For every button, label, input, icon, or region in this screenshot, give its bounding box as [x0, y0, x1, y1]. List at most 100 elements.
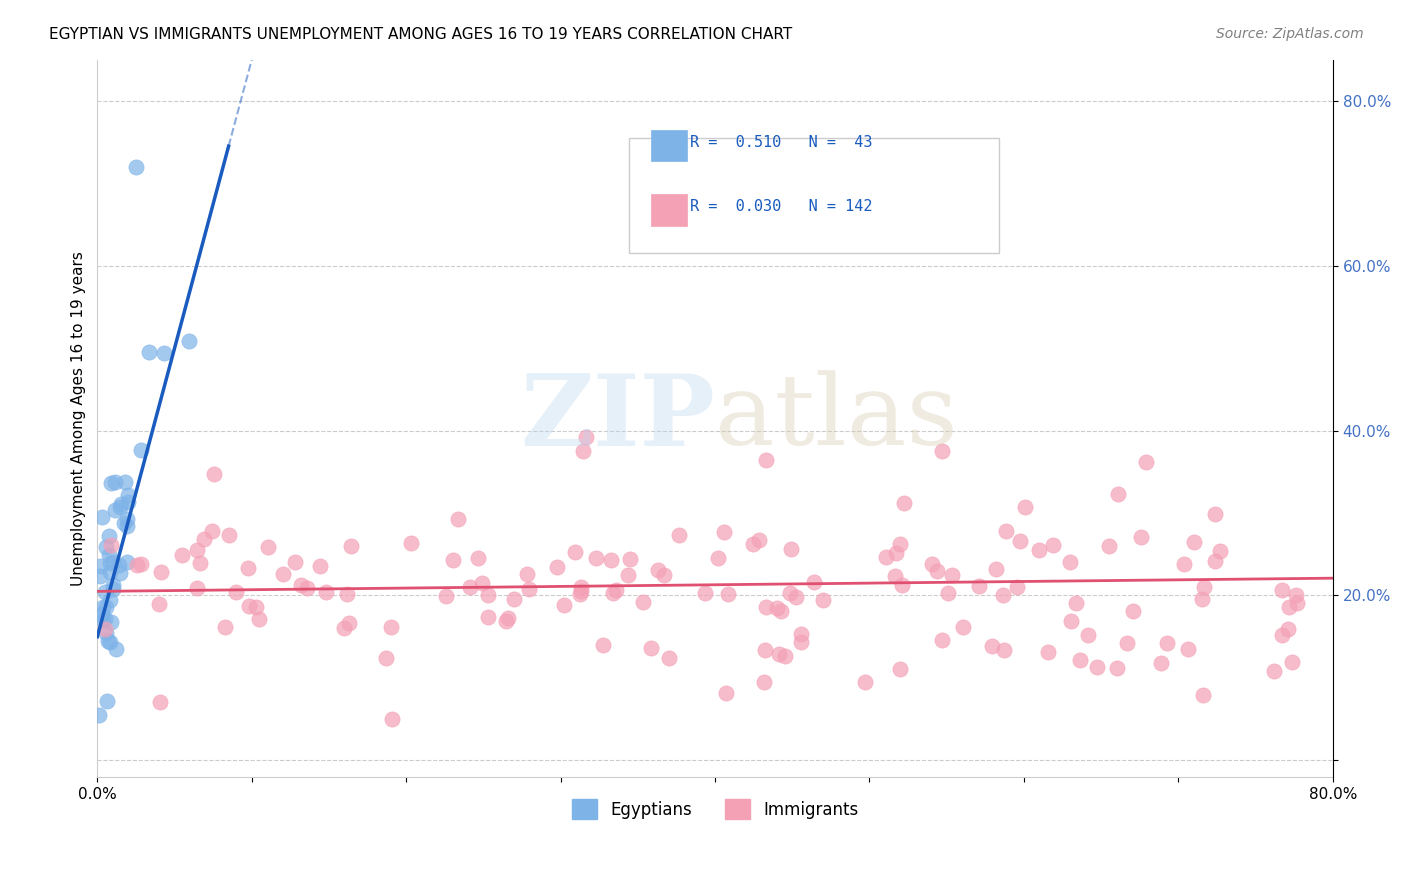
Immigrants	[290, 578, 312, 592]
Text: EGYPTIAN VS IMMIGRANTS UNEMPLOYMENT AMONG AGES 16 TO 19 YEARS CORRELATION CHART: EGYPTIAN VS IMMIGRANTS UNEMPLOYMENT AMON…	[49, 27, 793, 42]
Immigrants	[380, 620, 402, 634]
Immigrants	[1036, 645, 1059, 659]
Text: atlas: atlas	[716, 370, 957, 467]
Immigrants	[257, 540, 280, 554]
Egyptians	[101, 555, 124, 569]
Immigrants	[893, 495, 915, 509]
Egyptians	[104, 642, 127, 657]
Immigrants	[1107, 487, 1129, 501]
Immigrants	[853, 675, 876, 690]
Text: R =  0.510   N =  43: R = 0.510 N = 43	[690, 135, 873, 150]
Egyptians	[96, 599, 118, 614]
Immigrants	[1285, 588, 1308, 602]
Immigrants	[1008, 534, 1031, 549]
Text: ZIP: ZIP	[520, 369, 716, 467]
Egyptians	[98, 635, 121, 649]
Immigrants	[1098, 539, 1121, 553]
Immigrants	[941, 568, 963, 582]
Immigrants	[447, 512, 470, 526]
Immigrants	[585, 550, 607, 565]
Immigrants	[1059, 555, 1081, 569]
Immigrants	[785, 590, 807, 604]
Immigrants	[332, 621, 354, 635]
Immigrants	[284, 556, 307, 570]
Immigrants	[647, 563, 669, 577]
Y-axis label: Unemployment Among Ages 16 to 19 years: Unemployment Among Ages 16 to 19 years	[72, 251, 86, 586]
Egyptians	[98, 548, 121, 562]
Egyptians	[108, 558, 131, 572]
Immigrants	[790, 635, 813, 649]
Immigrants	[1271, 628, 1294, 642]
Immigrants	[921, 557, 943, 571]
Immigrants	[1192, 580, 1215, 594]
Immigrants	[1192, 688, 1215, 702]
Immigrants	[769, 604, 792, 618]
Immigrants	[991, 587, 1014, 601]
Immigrants	[458, 580, 481, 594]
Egyptians	[100, 592, 122, 607]
Immigrants	[477, 609, 499, 624]
Immigrants	[467, 551, 489, 566]
Immigrants	[100, 538, 122, 552]
Egyptians	[101, 582, 124, 597]
Egyptians	[89, 569, 111, 583]
Immigrants	[742, 537, 765, 551]
Egyptians	[94, 585, 117, 599]
Immigrants	[202, 467, 225, 482]
Egyptians	[100, 476, 122, 491]
Immigrants	[884, 546, 907, 560]
Immigrants	[236, 561, 259, 575]
Egyptians	[108, 566, 131, 580]
Immigrants	[1005, 581, 1028, 595]
Immigrants	[993, 642, 1015, 657]
Immigrants	[931, 632, 953, 647]
Immigrants	[984, 562, 1007, 576]
Immigrants	[337, 616, 360, 631]
Immigrants	[434, 589, 457, 603]
Egyptians	[117, 495, 139, 509]
Immigrants	[546, 559, 568, 574]
Immigrants	[754, 642, 776, 657]
Immigrants	[752, 675, 775, 690]
Immigrants	[94, 622, 117, 636]
Immigrants	[1105, 660, 1128, 674]
Immigrants	[889, 537, 911, 551]
Immigrants	[149, 694, 172, 708]
Egyptians	[98, 556, 121, 570]
Immigrants	[668, 528, 690, 542]
Immigrants	[1069, 653, 1091, 667]
Immigrants	[1182, 535, 1205, 549]
Immigrants	[568, 587, 591, 601]
Immigrants	[1116, 636, 1139, 650]
Immigrants	[1060, 614, 1083, 628]
Egyptians	[96, 626, 118, 640]
Immigrants	[495, 614, 517, 628]
Immigrants	[889, 661, 911, 675]
Immigrants	[640, 641, 662, 656]
Immigrants	[1286, 596, 1309, 610]
Immigrants	[188, 556, 211, 570]
Immigrants	[768, 648, 790, 662]
Immigrants	[441, 553, 464, 567]
Immigrants	[748, 533, 770, 548]
Immigrants	[927, 564, 949, 578]
Immigrants	[575, 429, 598, 443]
Egyptians	[110, 497, 132, 511]
Immigrants	[600, 553, 623, 567]
Immigrants	[605, 582, 627, 597]
Egyptians	[125, 160, 148, 174]
Text: R =  0.030   N = 142: R = 0.030 N = 142	[690, 199, 873, 214]
Immigrants	[1173, 557, 1195, 571]
Egyptians	[115, 555, 138, 569]
Immigrants	[1204, 553, 1226, 567]
Text: Source: ZipAtlas.com: Source: ZipAtlas.com	[1216, 27, 1364, 41]
Immigrants	[1135, 455, 1157, 469]
Immigrants	[218, 528, 240, 542]
Immigrants	[129, 557, 152, 571]
Immigrants	[884, 569, 907, 583]
Immigrants	[399, 536, 422, 550]
Immigrants	[1263, 664, 1285, 678]
Egyptians	[97, 634, 120, 648]
Immigrants	[1014, 500, 1036, 515]
Immigrants	[309, 558, 332, 573]
